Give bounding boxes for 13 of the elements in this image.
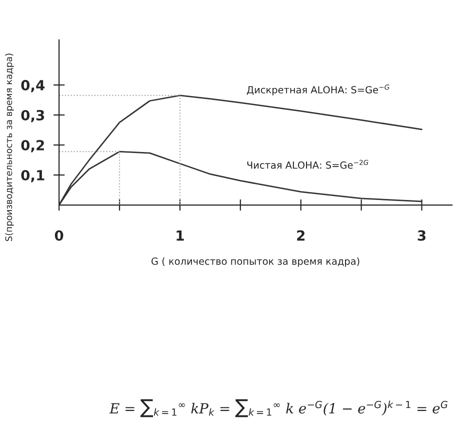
y-tick-label: 0,2 — [21, 140, 44, 152]
x-tick-label: 1 — [176, 230, 184, 241]
series-label: Чистая ALOHA: S=Ge$^{−2G}$ — [247, 160, 368, 169]
text: E = ∑$_{k=1}$$^{∞}$ kP$_{k}$ = ∑$_{k=1}$$^{∞}$ k e$^{−G}$(1 − e$^{−G}$)$^{k−1}$ = e$^{G}$ — [109, 399, 448, 418]
y-tick-label: 0,3 — [21, 110, 44, 122]
y-axis-title: S(производительность за время кадра) — [5, 54, 14, 241]
x-tick-label: 3 — [418, 230, 426, 241]
series-label: Дискретная ALOHA: S=Ge$^{−G}$ — [246, 84, 390, 96]
x-axis-title: G ( количество попыток за время кадра) — [152, 257, 360, 267]
x-tick-label: 2 — [297, 230, 304, 241]
y-tick-label: 0,1 — [21, 170, 44, 182]
x-tick-label: 0 — [54, 230, 64, 241]
y-tick-label: 0,4 — [21, 80, 45, 92]
